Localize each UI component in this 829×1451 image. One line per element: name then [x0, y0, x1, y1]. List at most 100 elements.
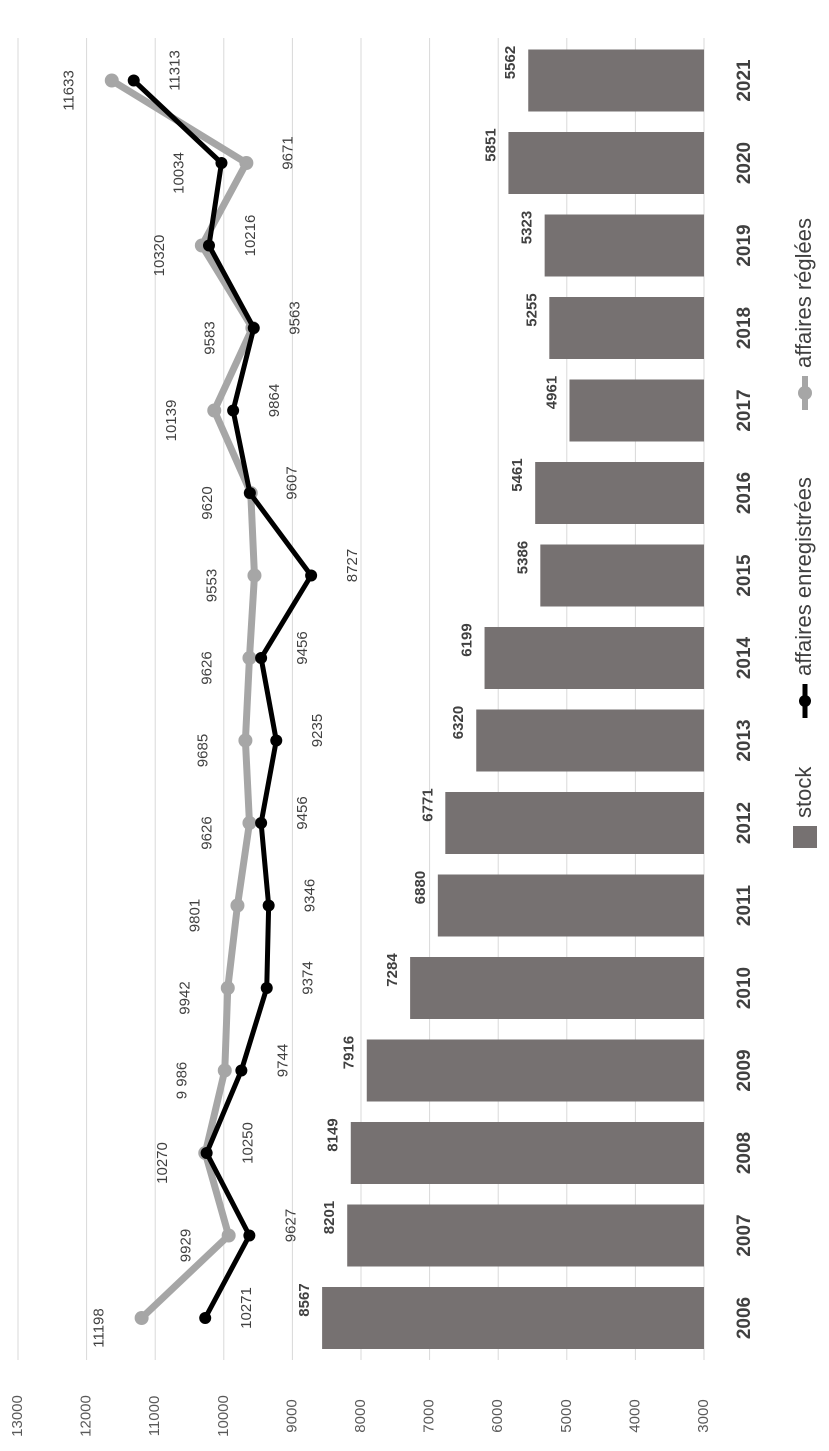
stock-bar [508, 132, 704, 194]
line-data-label: 9583 [201, 321, 218, 354]
line-data-label: 9627 [282, 1209, 299, 1242]
line-data-label: 11198 [91, 1308, 108, 1348]
category-label: 2021 [734, 59, 755, 102]
affaires-enregistrees-point [260, 982, 273, 994]
stock-bar [366, 1039, 704, 1102]
stock-bar [540, 544, 704, 607]
line-data-label: 10139 [163, 400, 180, 442]
affaires-enregistrees-point [243, 487, 256, 499]
line-data-label: 9 986 [174, 1062, 191, 1100]
line-data-label: 9620 [199, 486, 216, 519]
category-label: 2010 [734, 967, 755, 1009]
category-label: 2016 [734, 472, 755, 514]
stock-bar [437, 874, 704, 937]
value-tick-label: 10000 [215, 1395, 232, 1437]
line-data-label: 9626 [198, 651, 215, 684]
category-label: 2006 [734, 1297, 755, 1339]
value-axis-ticks: 3000 4000 5000 6000 7000 8000 9000 10000 11000 12… [9, 1395, 712, 1437]
line-data-label: 9801 [186, 899, 203, 932]
line-data-label: 9456 [294, 796, 311, 829]
stock-bar [476, 709, 704, 772]
stock-bar-label: 6880 [412, 871, 429, 904]
legend-label-reglees: affaires réglées [791, 218, 816, 368]
line-data-label: 9456 [294, 631, 311, 664]
category-label: 2009 [734, 1049, 755, 1091]
line-data-label: 9607 [284, 466, 301, 499]
stock-bar-label: 4961 [543, 376, 560, 409]
value-tick-label: 8000 [352, 1399, 369, 1432]
value-tick-label: 11000 [146, 1396, 163, 1437]
legend-label-stock: stock [791, 766, 816, 818]
affaires-reglees-point [230, 898, 245, 913]
value-tick-label: 6000 [489, 1399, 506, 1432]
affaires-enregistrees-point [262, 899, 275, 912]
affaires-enregistrees-line [132, 78, 314, 1320]
affaires-reglees-point [247, 568, 262, 583]
line-data-label: 11633 [61, 70, 78, 111]
affaires-enregistrees-point [199, 1312, 212, 1324]
value-tick-label: 13000 [9, 1395, 26, 1437]
line-data-label: 8727 [344, 549, 361, 582]
category-label: 2015 [734, 554, 755, 597]
line-data-label: 10270 [154, 1142, 171, 1184]
affaires-reglees-point [221, 1228, 236, 1243]
stock-bar-label: 7284 [384, 953, 401, 987]
line-data-label: 10216 [242, 215, 259, 257]
affaires-reglees-point [242, 816, 257, 830]
line-data-label: 9942 [177, 981, 194, 1014]
affaires-enregistrees-point [243, 1229, 256, 1242]
legend-swatch-stock [793, 826, 817, 848]
line-data-label: 10320 [151, 235, 168, 277]
affaires-reglees-point [104, 73, 119, 88]
stock-bar [535, 462, 704, 524]
category-label: 2017 [734, 389, 755, 431]
line-data-label: 11313 [167, 50, 184, 91]
affaires-enregistrees-point [270, 734, 283, 747]
category-label: 2012 [734, 802, 755, 844]
line-data-label: 9671 [279, 136, 296, 169]
legend-marker-reglees [798, 386, 812, 400]
affaires-reglees-point [134, 1311, 149, 1325]
value-tick-label: 4000 [626, 1399, 643, 1432]
stock-bar-label: 5386 [514, 541, 531, 574]
line-data-label: 10250 [240, 1122, 257, 1164]
line-data-label: 9744 [274, 1044, 291, 1077]
legend: stock affaires enregistrées affaires réglé… [791, 218, 817, 848]
stock-bar-label: 5562 [502, 46, 519, 79]
stock-bar-label: 5461 [509, 458, 526, 491]
affaires-enregistrees-point [255, 817, 268, 829]
line-data-label: 10271 [238, 1287, 255, 1329]
stock-bar [569, 379, 704, 442]
stock-bar [484, 627, 704, 689]
stock-bar [322, 1287, 704, 1349]
value-tick-label: 5000 [558, 1399, 575, 1432]
affaires-enregistrees-point [227, 404, 240, 417]
line-data-label: 9346 [302, 879, 319, 912]
line-data-label: 9929 [178, 1229, 195, 1262]
line-data-label: 9563 [287, 301, 304, 334]
line-data-label: 9685 [194, 734, 211, 767]
category-label: 2020 [734, 142, 755, 184]
affaires-enregistrees-point [255, 652, 268, 664]
stock-bar-label: 6320 [450, 706, 467, 739]
line-data-label: 9864 [266, 384, 283, 417]
affaires-reglees-point [242, 651, 257, 665]
category-label: 2013 [734, 719, 755, 761]
stock-bar [347, 1204, 704, 1267]
line-data-label: 10034 [170, 152, 187, 194]
stock-bar-label: 5323 [519, 211, 536, 244]
stock-bar-label: 5851 [482, 128, 499, 161]
stock-bar-label: 8567 [296, 1283, 313, 1316]
category-axis-labels: 2006 2007 2008 2009 2010 2011 2012 2013 2014 2015… [734, 59, 755, 1339]
affaires-enregistrees-point [305, 569, 318, 582]
line-data-label: 9553 [203, 569, 220, 602]
stock-bar [549, 297, 704, 359]
affaires-enregistrees-point [215, 157, 228, 169]
value-tick-label: 12000 [78, 1395, 95, 1437]
affaires-reglees-point [239, 156, 254, 170]
stock-bar-label: 8149 [325, 1118, 342, 1151]
stock-bar [410, 957, 704, 1019]
stock-bar [528, 49, 704, 112]
stock-bar [350, 1122, 704, 1184]
